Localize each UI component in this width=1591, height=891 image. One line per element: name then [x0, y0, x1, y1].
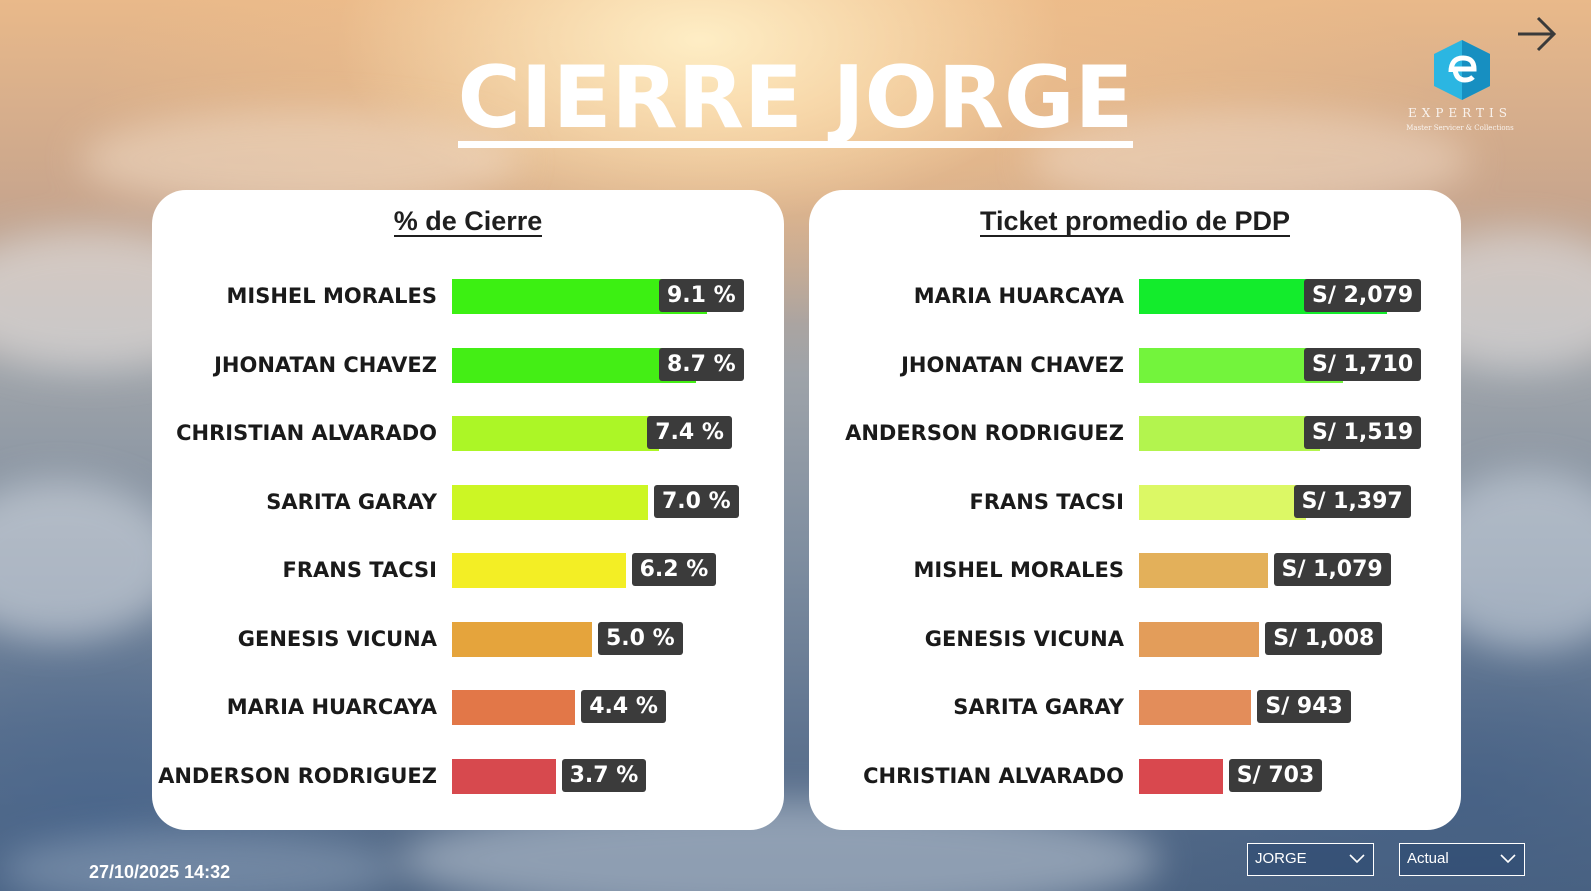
- bar[interactable]: [452, 621, 592, 657]
- bar-row: FRANS TACSI 6.2 %: [152, 552, 784, 588]
- data-label: S/ 1,519: [1304, 416, 1422, 449]
- agent-filter-value: JORGE: [1255, 850, 1307, 867]
- bar[interactable]: [452, 690, 576, 725]
- bar-row: SARITA GARAY S/ 943: [809, 689, 1461, 725]
- last-refresh-timestamp: 27/10/2025 14:32: [89, 862, 231, 882]
- bar[interactable]: [452, 416, 660, 451]
- data-label: 6.2 %: [631, 553, 717, 586]
- category-label: FRANS TACSI: [969, 489, 1124, 514]
- bar[interactable]: [452, 484, 648, 520]
- category-label: ANDERSON RODRIGUEZ: [845, 421, 1124, 445]
- avg-ticket-chart-card: Ticket promedio de PDP MARIA HUARCAYA S/ …: [809, 190, 1461, 830]
- bar-row: CHRISTIAN ALVARADO S/ 703: [809, 758, 1461, 794]
- bar-row: JHONATAN CHAVEZ S/ 1,710: [809, 347, 1461, 383]
- bar-row: ANDERSON RODRIGUEZ 3.7 %: [152, 758, 784, 794]
- category-label: GENESIS VICUNA: [237, 626, 437, 651]
- category-label: FRANS TACSI: [282, 558, 437, 582]
- data-label: 4.4 %: [581, 690, 666, 723]
- data-label: S/ 1,008: [1265, 621, 1383, 655]
- data-label: S/ 1,079: [1273, 553, 1391, 586]
- bar-row: ANDERSON RODRIGUEZ S/ 1,519: [809, 415, 1461, 451]
- bar[interactable]: [1139, 484, 1306, 520]
- experts-logo-icon: [1434, 40, 1490, 100]
- bar-row: MARIA HUARCAYA 4.4 %: [152, 689, 784, 725]
- chevron-down-icon: [1500, 854, 1516, 864]
- category-label: SARITA GARAY: [266, 489, 437, 514]
- data-label: 3.7 %: [561, 758, 647, 792]
- bar[interactable]: [452, 553, 626, 588]
- agent-filter-dropdown[interactable]: JORGE: [1247, 843, 1374, 876]
- company-logo: EXPERTIS Master Servicer & Collections: [1392, 36, 1528, 136]
- data-label: 9.1 %: [659, 279, 744, 312]
- category-label: GENESIS VICUNA: [924, 626, 1124, 651]
- category-label: SARITA GARAY: [953, 695, 1124, 719]
- category-label: CHRISTIAN ALVARADO: [176, 421, 437, 445]
- bar[interactable]: [1139, 690, 1252, 725]
- bar-row: FRANS TACSI S/ 1,397: [809, 484, 1461, 520]
- bar-row: MISHEL MORALES 9.1 %: [152, 278, 784, 314]
- bar-row: MISHEL MORALES S/ 1,079: [809, 552, 1461, 588]
- data-label: S/ 703: [1228, 758, 1323, 792]
- logo-tagline: Master Servicer & Collections: [1406, 124, 1514, 132]
- data-label: 7.4 %: [647, 416, 732, 449]
- data-label: S/ 1,710: [1304, 347, 1422, 381]
- period-filter-dropdown[interactable]: Actual: [1399, 843, 1525, 876]
- data-label: 5.0 %: [598, 621, 683, 655]
- bar[interactable]: [452, 347, 696, 383]
- bar-row: CHRISTIAN ALVARADO 7.4 %: [152, 415, 784, 451]
- avg-ticket-chart-title: Ticket promedio de PDP: [979, 206, 1291, 238]
- bar-row: JHONATAN CHAVEZ 8.7 %: [152, 347, 784, 383]
- data-label: 7.0 %: [654, 484, 739, 518]
- chevron-down-icon: [1349, 854, 1365, 864]
- category-label: CHRISTIAN ALVARADO: [863, 763, 1124, 788]
- category-label: JHONATAN CHAVEZ: [214, 352, 437, 377]
- bar[interactable]: [1139, 758, 1223, 794]
- bar-row: GENESIS VICUNA 5.0 %: [152, 621, 784, 657]
- page-title: CIERRE JORGE: [457, 48, 1134, 148]
- data-label: S/ 943: [1257, 690, 1351, 723]
- logo-wordmark: EXPERTIS: [1408, 106, 1512, 120]
- category-label: MISHEL MORALES: [913, 558, 1124, 582]
- period-filter-value: Actual: [1407, 850, 1449, 867]
- category-label: MARIA HUARCAYA: [226, 695, 437, 719]
- bar-row: MARIA HUARCAYA S/ 2,079: [809, 278, 1461, 314]
- bar[interactable]: [1139, 621, 1260, 657]
- category-label: MISHEL MORALES: [226, 284, 437, 308]
- arrow-right-icon[interactable]: [1516, 14, 1560, 58]
- data-label: S/ 2,079: [1304, 279, 1422, 312]
- category-label: MARIA HUARCAYA: [913, 284, 1124, 308]
- category-label: ANDERSON RODRIGUEZ: [158, 763, 437, 788]
- closing-rate-chart-title: % de Cierre: [393, 206, 543, 238]
- bar-row: SARITA GARAY 7.0 %: [152, 484, 784, 520]
- category-label: JHONATAN CHAVEZ: [901, 352, 1124, 377]
- bar[interactable]: [452, 758, 556, 794]
- data-label: S/ 1,397: [1293, 484, 1411, 518]
- bar-row: GENESIS VICUNA S/ 1,008: [809, 621, 1461, 657]
- bar[interactable]: [1139, 416, 1321, 451]
- bar[interactable]: [1139, 553, 1268, 588]
- data-label: 8.7 %: [659, 347, 744, 381]
- closing-rate-chart-card: % de Cierre MISHEL MORALES 9.1 % JHONATAN …: [152, 190, 784, 830]
